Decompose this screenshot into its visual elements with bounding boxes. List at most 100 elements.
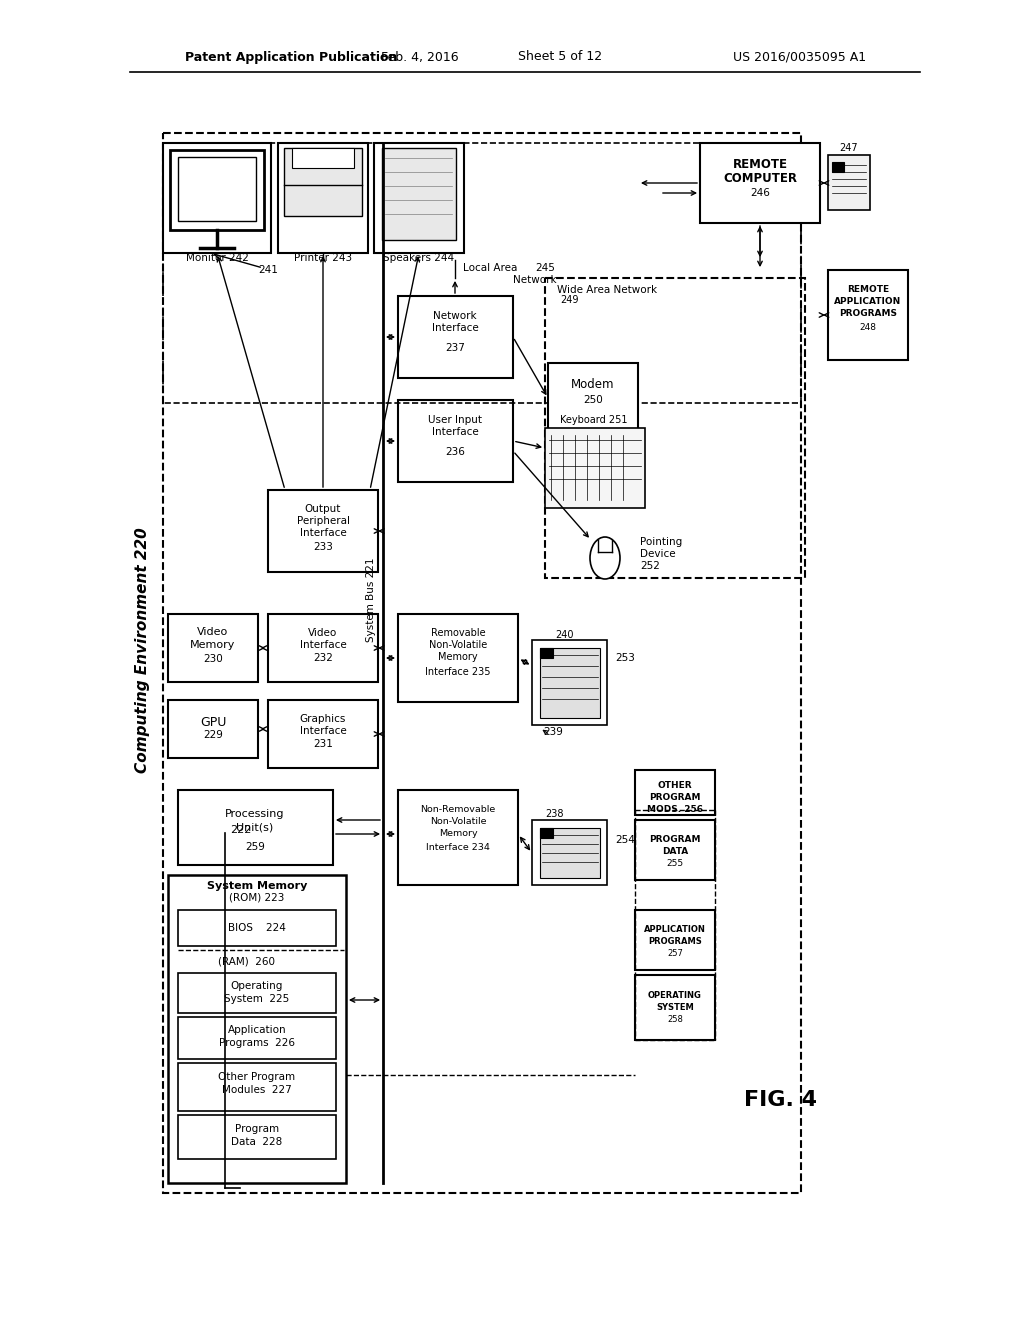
Bar — [382, 148, 456, 240]
Text: 254: 254 — [615, 836, 635, 845]
Text: GPU: GPU — [200, 715, 226, 729]
Text: Video: Video — [308, 628, 338, 638]
Text: Non-Volatile: Non-Volatile — [429, 640, 487, 649]
Text: MODS. 256: MODS. 256 — [647, 804, 703, 813]
Bar — [168, 875, 346, 1183]
Text: Application: Application — [227, 1026, 287, 1035]
Text: Patent Application Publication: Patent Application Publication — [185, 50, 397, 63]
Text: System Bus 221: System Bus 221 — [366, 558, 376, 643]
Bar — [398, 789, 518, 884]
Text: 231: 231 — [313, 739, 333, 748]
Text: Non-Volatile: Non-Volatile — [430, 817, 486, 826]
Text: BIOS    224: BIOS 224 — [228, 923, 286, 933]
Text: REMOTE: REMOTE — [732, 158, 787, 172]
Text: 232: 232 — [313, 653, 333, 663]
Bar — [545, 428, 645, 508]
Text: 253: 253 — [615, 653, 635, 663]
Text: Peripheral: Peripheral — [297, 516, 349, 525]
Bar — [540, 648, 553, 657]
Text: (ROM) 223: (ROM) 223 — [229, 894, 285, 903]
Bar — [163, 133, 801, 1193]
Bar — [268, 490, 378, 572]
Text: Feb. 4, 2016: Feb. 4, 2016 — [381, 50, 459, 63]
Text: 237: 237 — [445, 343, 465, 352]
Text: Non-Removable: Non-Removable — [421, 805, 496, 814]
Text: Network: Network — [513, 275, 557, 285]
Text: Processing: Processing — [225, 809, 285, 818]
Text: Interface: Interface — [432, 323, 478, 333]
Text: APPLICATION: APPLICATION — [835, 297, 901, 306]
Text: 238: 238 — [545, 809, 563, 818]
Bar — [828, 271, 908, 360]
Bar — [540, 648, 600, 718]
Text: Modules  227: Modules 227 — [222, 1085, 292, 1096]
Text: FIG. 4: FIG. 4 — [743, 1090, 816, 1110]
Text: Removable: Removable — [431, 628, 485, 638]
Text: Modem: Modem — [571, 379, 614, 392]
Bar — [178, 1115, 336, 1159]
Bar — [178, 973, 336, 1012]
Text: 255: 255 — [667, 859, 684, 869]
Text: 248: 248 — [859, 323, 877, 333]
Text: Monitor 242: Monitor 242 — [185, 253, 249, 263]
Bar — [170, 150, 264, 230]
Text: 257: 257 — [667, 949, 683, 958]
Text: 258: 258 — [667, 1015, 683, 1023]
Bar — [168, 614, 258, 682]
Bar — [831, 162, 844, 172]
Bar — [178, 1016, 336, 1059]
Text: COMPUTER: COMPUTER — [723, 172, 797, 185]
Bar — [635, 820, 715, 880]
Text: 233: 233 — [313, 543, 333, 552]
Text: OPERATING: OPERATING — [648, 990, 701, 999]
Ellipse shape — [590, 537, 620, 579]
Bar — [398, 614, 518, 702]
Bar — [178, 157, 256, 220]
Bar — [398, 296, 513, 378]
Text: 246: 246 — [750, 187, 770, 198]
Text: Operating: Operating — [230, 981, 284, 991]
Text: Interface: Interface — [300, 640, 346, 649]
Bar — [178, 789, 333, 865]
Text: 240: 240 — [556, 630, 574, 640]
Text: Memory: Memory — [438, 652, 478, 663]
Text: Printer 243: Printer 243 — [294, 253, 352, 263]
Text: Local Area: Local Area — [463, 263, 517, 273]
Text: PROGRAM: PROGRAM — [649, 836, 700, 845]
Bar — [284, 148, 362, 216]
Text: 259: 259 — [245, 842, 265, 851]
Text: Other Program: Other Program — [218, 1072, 296, 1082]
Bar — [532, 820, 607, 884]
Text: 245: 245 — [536, 263, 555, 273]
Text: APPLICATION: APPLICATION — [644, 925, 706, 935]
Bar — [268, 614, 378, 682]
Bar — [398, 400, 513, 482]
Text: Data  228: Data 228 — [231, 1137, 283, 1147]
Text: SYSTEM: SYSTEM — [656, 1002, 694, 1011]
Text: System Memory: System Memory — [207, 880, 307, 891]
Text: Programs  226: Programs 226 — [219, 1038, 295, 1048]
Text: 250: 250 — [583, 395, 603, 405]
Bar — [292, 148, 354, 168]
Text: 229: 229 — [203, 730, 223, 741]
Text: Pointing: Pointing — [640, 537, 682, 546]
Bar — [635, 975, 715, 1040]
Bar — [178, 1063, 336, 1111]
Text: 252: 252 — [640, 561, 659, 572]
Bar — [540, 828, 553, 838]
Text: REMOTE: REMOTE — [847, 285, 889, 294]
Text: Interface: Interface — [300, 726, 346, 737]
Text: 249: 249 — [560, 294, 579, 305]
Bar — [548, 363, 638, 433]
Text: Network: Network — [433, 312, 477, 321]
Text: DATA: DATA — [662, 847, 688, 857]
Text: 247: 247 — [840, 143, 858, 153]
Text: (RAM)  260: (RAM) 260 — [218, 956, 275, 966]
Text: Wide Area Network: Wide Area Network — [557, 285, 657, 294]
Text: Interface 235: Interface 235 — [425, 667, 490, 677]
Text: PROGRAMS: PROGRAMS — [648, 937, 701, 946]
Bar — [545, 279, 805, 578]
Text: Unit(s): Unit(s) — [237, 822, 273, 832]
Text: 239: 239 — [543, 727, 563, 737]
Text: System  225: System 225 — [224, 994, 290, 1005]
